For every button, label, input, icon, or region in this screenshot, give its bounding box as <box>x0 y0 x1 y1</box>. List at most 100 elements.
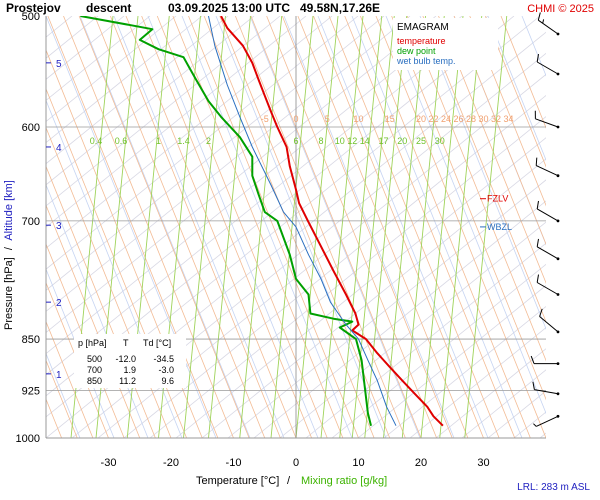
table-header-p: p [hPa] <box>78 338 107 348</box>
isotherm-label: 30 <box>478 114 488 124</box>
moist-adiabat-line <box>79 16 251 438</box>
mixing-ratio-label: 12 <box>347 136 357 146</box>
isotherm-label: 20 <box>416 114 426 124</box>
wind-barb-shaft <box>536 282 559 295</box>
isotherm-line <box>110 16 281 438</box>
adiabat-line <box>46 16 307 228</box>
moist-adiabat-line <box>283 16 455 438</box>
moist-adiabat-line <box>419 16 546 330</box>
fzlv-label: FZLV <box>487 194 508 204</box>
header-station: Prostejov <box>6 1 61 15</box>
table-cell: 700 <box>87 365 102 375</box>
moist-adiabat-line <box>113 16 285 438</box>
altitude-tick-label: 2 <box>56 298 62 309</box>
isotherm-line <box>453 16 546 246</box>
wind-barb <box>536 54 560 76</box>
isotherm-line <box>266 16 437 438</box>
adiabat-line <box>46 16 359 270</box>
temperature-tick-label: -20 <box>163 457 179 469</box>
mixing-ratio-label: 1 <box>156 136 161 146</box>
mixing-ratio-label: 8 <box>318 136 323 146</box>
header-datetime: 03.09.2025 13:00 UTC <box>168 1 290 15</box>
pressure-tick-label: 850 <box>22 334 40 346</box>
lrl-label: LRL: 283 m ASL <box>517 482 590 493</box>
temperature-tick-label: 30 <box>477 457 489 469</box>
mixing-ratio-label: 6 <box>293 136 298 146</box>
wind-barb-half-feather <box>533 423 537 427</box>
adiabat-line <box>357 284 546 438</box>
mixing-ratio-line <box>208 16 251 438</box>
table-cell: 11.2 <box>119 376 136 386</box>
isotherm-line <box>281 16 453 438</box>
y-axis-altitude-label: Altitude [km] <box>3 180 15 241</box>
isotherm-line <box>485 16 546 168</box>
isotherm-line <box>250 16 422 438</box>
moist-adiabat-line <box>46 352 81 438</box>
series-lines <box>80 16 444 427</box>
y-axis-title: Pressure [hPa] / Altitude [km] <box>3 180 15 330</box>
copyright: CHMI © 2025 <box>527 3 594 15</box>
adiabat-line <box>201 158 546 438</box>
isotherm-line <box>328 16 500 438</box>
wind-barb-shaft <box>535 415 559 427</box>
wind-barb-station <box>556 293 560 296</box>
adiabat-line <box>253 200 546 438</box>
isotherm-label: 10 <box>353 114 363 124</box>
wind-barb <box>532 381 560 396</box>
adiabat-line <box>46 16 411 312</box>
moist-adiabat-line <box>46 16 217 438</box>
wind-barb-feather <box>532 381 535 390</box>
table-cell: -12.0 <box>115 354 136 364</box>
altitude-tick-label: 1 <box>56 370 62 381</box>
wind-barb <box>534 110 560 129</box>
adiabat-line <box>46 16 151 101</box>
mixing-ratio-label: 2 <box>206 136 211 146</box>
wind-barb-station <box>556 174 560 178</box>
isotherm-label: 32 <box>491 114 501 124</box>
wind-barb <box>537 12 560 36</box>
wind-barb-station <box>556 72 560 76</box>
series-line-dew-point <box>80 16 372 426</box>
table-cell: 9.6 <box>161 376 174 386</box>
temperature-tick-label: -30 <box>101 457 117 469</box>
temperature-tick-label: 10 <box>352 457 364 469</box>
header-coords: 49.58N,17.26E <box>300 1 380 15</box>
wind-barb-feather <box>536 274 539 283</box>
pressure-tick-label: 925 <box>22 386 40 398</box>
table-cell: -3.0 <box>158 365 174 375</box>
table-cell: -34.5 <box>153 354 174 364</box>
wind-barb-feather <box>535 157 538 166</box>
legend-item-dew-point: dew point <box>397 46 436 56</box>
isotherm-line <box>172 16 344 438</box>
isotherm-label: 22 <box>428 114 438 124</box>
adiabat-line <box>46 16 333 249</box>
wind-barb-station <box>556 392 560 396</box>
isotherm-line <box>422 16 546 323</box>
wind-barb-feather <box>536 54 539 63</box>
wbzl-label: WBZL <box>487 222 512 232</box>
isotherm-label: 0 <box>293 114 298 124</box>
header-mode: descent <box>86 1 131 15</box>
legend-title: EMAGRAM <box>397 22 449 33</box>
pressure-tick-label: 700 <box>22 216 40 228</box>
adiabat-line <box>279 221 546 438</box>
isotherm-line <box>297 16 469 438</box>
wind-barb-shaft <box>534 389 559 395</box>
moist-adiabat-line <box>181 16 353 438</box>
moist-adiabat-line <box>351 16 523 438</box>
isotherm-label: 26 <box>453 114 463 124</box>
mixing-ratio-line <box>420 16 464 438</box>
wind-barb-station <box>556 32 560 36</box>
isotherm-line <box>156 16 328 438</box>
mixing-ratio-line <box>320 16 364 438</box>
isotherm-line <box>406 16 546 362</box>
adiabat-line <box>123 95 546 438</box>
table-cell: 500 <box>87 354 102 364</box>
wind-barb-shaft <box>535 118 559 128</box>
adiabat-line <box>46 16 229 165</box>
table-cell: 1.9 <box>123 365 136 375</box>
isotherm-line <box>438 16 546 284</box>
isotherm-label: -5 <box>261 114 269 124</box>
mixing-ratio-line <box>295 16 339 438</box>
moist-adiabat-line <box>215 16 387 438</box>
